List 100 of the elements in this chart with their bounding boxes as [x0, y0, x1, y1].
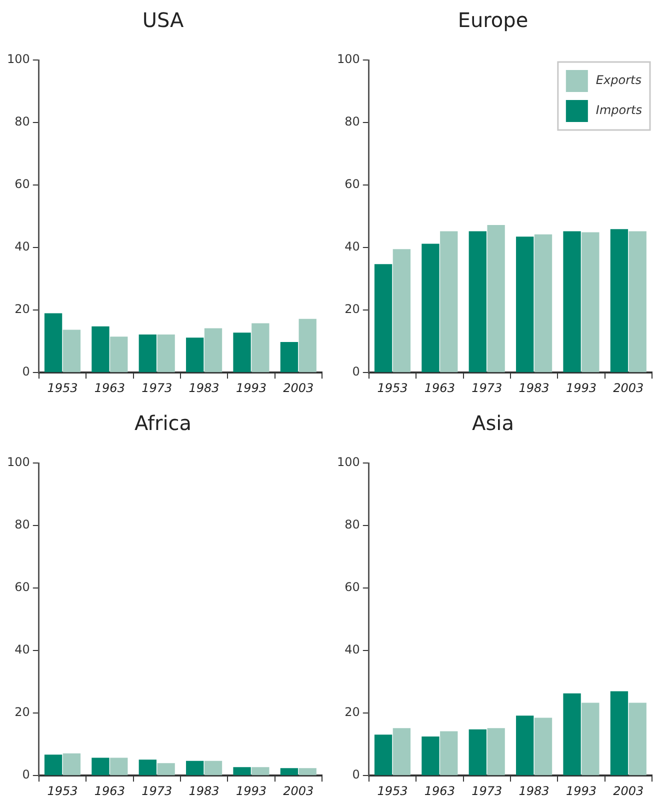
bar: [628, 231, 646, 372]
y-tick-label: 100: [7, 52, 30, 66]
y-tick-label: 0: [352, 768, 360, 782]
x-tick-label: 1983: [518, 784, 550, 798]
x-tick-label: 1963: [424, 784, 455, 798]
chart-title: Africa: [134, 411, 192, 436]
bar: [204, 760, 222, 776]
x-tick-label: 1993: [236, 784, 266, 798]
bar: [280, 768, 298, 776]
bar: [374, 264, 392, 372]
y-tick-label: 80: [344, 518, 360, 532]
bar: [468, 729, 486, 776]
y-tick-label: 60: [344, 177, 360, 192]
x-tick-label: 2003: [613, 784, 644, 798]
x-tick-label: 2003: [283, 784, 314, 798]
bar: [487, 728, 505, 776]
bar: [92, 758, 110, 776]
y-tick-label: 20: [14, 302, 30, 316]
bar: [138, 760, 156, 776]
x-tick-label: 1963: [94, 380, 125, 395]
bar: [62, 330, 81, 372]
bar: [422, 736, 440, 776]
y-tick-label: 0: [352, 364, 360, 379]
x-tick-label: 1953: [47, 380, 78, 395]
bar: [204, 328, 222, 372]
bar: [628, 702, 646, 776]
y-tick-label: 0: [22, 768, 30, 782]
bar: [440, 231, 458, 372]
y-tick-label: 80: [14, 518, 30, 532]
bar: [252, 767, 270, 776]
x-tick-label: 1983: [518, 380, 550, 395]
bar: [298, 768, 316, 776]
chart-title: Asia: [472, 411, 514, 436]
bar: [298, 318, 316, 372]
y-tick-label: 20: [14, 705, 30, 720]
bar: [110, 336, 128, 372]
x-tick-label: 1993: [566, 784, 596, 798]
bar: [157, 334, 175, 372]
y-tick-label: 80: [14, 114, 30, 129]
bar: [534, 234, 552, 372]
bar: [610, 229, 628, 372]
x-tick-label: 1973: [142, 380, 172, 395]
legend-label: Imports: [596, 103, 642, 118]
bar: [422, 244, 440, 372]
bar: [186, 338, 204, 372]
legend-label: Exports: [596, 73, 642, 88]
x-tick-label: 1973: [472, 380, 502, 395]
bar: [582, 232, 600, 372]
x-tick-label: 1963: [94, 784, 125, 798]
x-tick-label: 1953: [377, 784, 408, 798]
bar: [44, 313, 62, 372]
bar: [252, 323, 270, 372]
bar: [563, 231, 581, 372]
bar: [233, 332, 251, 372]
y-tick-label: 40: [344, 240, 360, 254]
bar: [44, 754, 62, 776]
y-tick-label: 20: [344, 705, 360, 720]
x-tick-label: 1973: [142, 784, 172, 798]
x-tick-label: 1983: [188, 784, 220, 798]
bar: [62, 753, 81, 776]
bar: [186, 760, 204, 776]
bar: [92, 326, 110, 372]
y-tick-label: 40: [14, 240, 30, 254]
y-tick-label: 60: [14, 580, 30, 594]
bar: [392, 249, 411, 372]
bar: [138, 334, 156, 372]
x-tick-label: 2003: [613, 380, 644, 395]
y-tick-label: 20: [344, 302, 360, 316]
x-tick-label: 1983: [188, 380, 220, 395]
x-tick-label: 1993: [236, 380, 266, 395]
chart-title: Europe: [458, 8, 528, 32]
bar: [610, 691, 628, 776]
x-tick-label: 1953: [377, 380, 408, 395]
y-tick-label: 60: [14, 177, 30, 192]
x-tick-label: 1973: [472, 784, 502, 798]
bar: [487, 225, 505, 372]
bar: [392, 728, 411, 776]
bar: [468, 231, 486, 372]
y-tick-label: 60: [344, 580, 360, 594]
y-tick-label: 100: [337, 455, 360, 470]
bar: [563, 693, 581, 776]
x-tick-label: 1963: [424, 380, 455, 395]
bar: [374, 734, 392, 776]
y-tick-label: 0: [22, 364, 30, 379]
y-tick-label: 80: [344, 114, 360, 129]
y-tick-label: 40: [14, 642, 30, 657]
bar: [110, 758, 128, 776]
x-tick-label: 1993: [566, 380, 596, 395]
bar: [516, 236, 534, 372]
bar: [534, 718, 552, 776]
y-tick-label: 100: [7, 455, 30, 470]
bar: [582, 702, 600, 776]
x-tick-label: 1953: [47, 784, 78, 798]
x-tick-label: 2003: [283, 380, 314, 395]
bar: [233, 767, 251, 776]
bar: [516, 716, 534, 776]
y-tick-label: 40: [344, 642, 360, 657]
bar: [440, 731, 458, 776]
y-tick-label: 100: [337, 52, 360, 66]
bar: [157, 763, 175, 776]
